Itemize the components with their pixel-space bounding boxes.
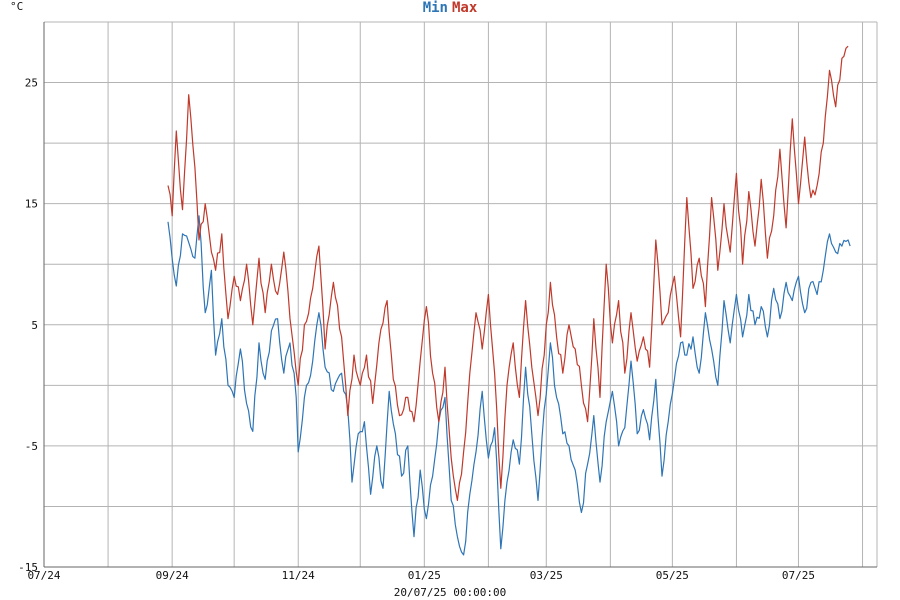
x-tick-label: 01/25	[408, 569, 441, 582]
y-tick-label: 15	[25, 198, 38, 211]
timestamp: 20/07/25 00:00:00	[393, 586, 507, 599]
x-tick-label: 03/25	[530, 569, 563, 582]
series-line-max	[167, 45, 849, 501]
grid	[43, 21, 878, 568]
y-tick-label: 5	[31, 319, 38, 332]
series-layer	[167, 45, 851, 556]
legend-max: Max	[452, 0, 478, 16]
series-line-min	[167, 215, 851, 556]
y-tick-label: -5	[25, 440, 38, 453]
y-tick-label: -15	[18, 561, 38, 574]
y-unit-label: °C	[10, 0, 24, 13]
x-tick-label: 11/24	[282, 569, 315, 582]
x-tick-label: 09/24	[156, 569, 189, 582]
axes: -15 -5 5 15 25 07/24 09/24 11/24 01/25 03/25 05/25…	[18, 22, 877, 582]
legend-min: Min	[422, 0, 448, 16]
x-tick-label: 07/24	[27, 569, 60, 582]
legend: Min Max	[0, 0, 900, 16]
y-tick-label: 25	[25, 77, 38, 90]
x-tick-label: 05/25	[656, 569, 689, 582]
x-tick-label: 07/25	[782, 569, 815, 582]
